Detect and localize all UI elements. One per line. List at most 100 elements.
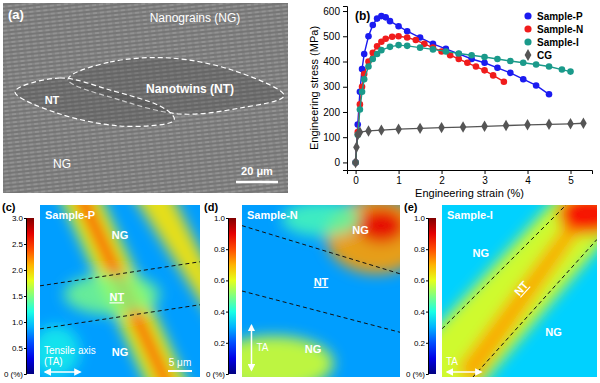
- colorbar-tick-label: 0.4: [214, 308, 226, 317]
- colorbar-tick-label: 0 (%): [206, 370, 225, 379]
- colorbar-tick: 0.6: [214, 276, 228, 285]
- series-marker: [481, 121, 488, 132]
- region-label: Nanograins (NG): [150, 11, 241, 25]
- colorbar-tick-label: 0.8: [414, 245, 426, 254]
- region-label: NG: [545, 326, 562, 338]
- series-marker: [387, 18, 394, 25]
- colorbar-tick-label: 0.2: [414, 339, 426, 348]
- series-marker: [417, 123, 424, 134]
- colorbar-tick-mark: [24, 296, 26, 297]
- series-marker: [382, 36, 389, 43]
- y-tick-mark: [343, 62, 347, 63]
- series-marker: [395, 33, 402, 40]
- series-marker: [412, 37, 419, 44]
- colorbar-tick: 0.4: [414, 308, 428, 317]
- series-marker: [387, 44, 394, 51]
- tensile-axis-label: Tensile axis: [44, 345, 96, 356]
- y-tick: 200: [323, 107, 347, 118]
- series-marker: [503, 120, 510, 131]
- x-axis-line: [348, 171, 593, 175]
- colorbar-tick-label: 0.5: [12, 344, 24, 353]
- x-tick-mark: [399, 170, 400, 174]
- strain-map-image: [242, 205, 400, 377]
- colorbar: [428, 218, 436, 374]
- panel-label: (a): [8, 7, 24, 22]
- colorbar-tick-label: 0 (%): [406, 370, 425, 379]
- series-marker: [524, 119, 531, 130]
- series-marker: [378, 124, 385, 135]
- sample-label: Sample-P: [45, 209, 95, 221]
- y-tick-mark: [343, 137, 347, 138]
- x-tick-label: 5: [568, 175, 574, 186]
- legend-label: Sample-I: [537, 37, 579, 48]
- series-marker: [481, 59, 488, 66]
- colorbar-tick-label: 0.6: [414, 276, 426, 285]
- x-axis: 012345: [348, 170, 593, 186]
- region-label: NG: [473, 247, 490, 259]
- series-marker: [494, 56, 501, 63]
- y-tick: 600: [323, 6, 347, 17]
- x-tick: 1: [396, 170, 402, 186]
- series-marker: [468, 52, 475, 59]
- colorbar-tick-label: 3.0: [12, 214, 24, 223]
- tensile-axis-arrow: [45, 371, 80, 373]
- series-marker: [481, 67, 488, 74]
- y-axis: 0100200300400500600: [323, 6, 347, 171]
- colorbar-tick: 0.5: [12, 344, 26, 353]
- legend-marker: [524, 12, 531, 19]
- y-tick-mark: [343, 36, 347, 37]
- colorbar-tick-mark: [226, 312, 228, 313]
- series-marker: [443, 48, 450, 55]
- x-tick: 2: [439, 170, 445, 186]
- series-marker: [473, 63, 480, 70]
- x-tick-mark: [356, 170, 357, 174]
- plot-area: [352, 13, 586, 168]
- x-tick-mark: [442, 170, 443, 174]
- legend-item: CG: [525, 49, 553, 61]
- series-marker: [359, 88, 366, 95]
- scale-bar-label: 5 μm: [169, 357, 191, 368]
- colorbar-tick-label: 2.5: [12, 240, 24, 249]
- series-marker: [369, 56, 376, 63]
- series-marker: [417, 44, 424, 51]
- y-tick-label: 0: [334, 157, 340, 168]
- series-marker: [455, 50, 462, 57]
- series-marker: [361, 76, 368, 83]
- colorbar-tick-label: 0.2: [214, 339, 226, 348]
- x-tick: 5: [568, 170, 574, 186]
- series-marker: [357, 126, 364, 137]
- series-marker: [365, 33, 372, 40]
- series-marker: [501, 78, 508, 85]
- colorbar-tick: 0.6: [414, 276, 428, 285]
- y-tick-mark: [343, 87, 347, 88]
- y-tick-mark: [343, 11, 347, 12]
- strain-map-image: [442, 205, 597, 377]
- colorbar-axis: 0 (%)0.51.01.52.02.53.0: [4, 214, 27, 379]
- tensile-axis-label: (TA): [44, 356, 63, 367]
- x-tick: 3: [482, 170, 488, 186]
- colorbar-axis: 0 (%)0.20.40.60.81.0: [206, 214, 229, 379]
- figure: Nanograins (NG)Nanotwins (NT)NTNG20 μm(a…: [0, 0, 600, 383]
- y-axis-line: [343, 7, 348, 171]
- sample-label: Sample-N: [247, 209, 298, 221]
- y-tick-label: 400: [323, 56, 340, 67]
- colorbar-tick: 1.0: [414, 214, 428, 223]
- strain-map-image: [40, 205, 200, 377]
- x-tick-label: 3: [482, 175, 488, 186]
- region-label: NT: [109, 291, 124, 303]
- legend-label: CG: [537, 50, 552, 61]
- series-marker: [507, 70, 514, 77]
- region-label: NT: [314, 276, 329, 288]
- region-label: Nanotwins (NT): [146, 82, 234, 96]
- colorbar: [26, 218, 34, 374]
- region-label: NG: [305, 343, 322, 355]
- series-line: [356, 16, 549, 162]
- colorbar-tick-label: 2.0: [12, 266, 24, 275]
- colorbar-tick-mark: [426, 312, 428, 313]
- x-tick-label: 1: [396, 175, 402, 186]
- colorbar-tick-mark: [24, 348, 26, 349]
- scale-bar: [168, 370, 192, 372]
- series-marker: [481, 54, 488, 61]
- colorbar-tick-label: 1.5: [12, 292, 24, 301]
- colorbar-tick: 0 (%): [206, 370, 228, 379]
